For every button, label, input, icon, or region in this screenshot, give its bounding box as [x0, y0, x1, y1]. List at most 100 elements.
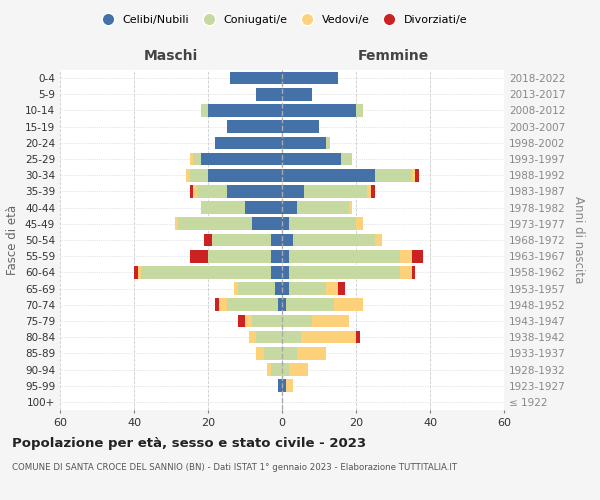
- Bar: [219, 298, 227, 311]
- Y-axis label: Anni di nascita: Anni di nascita: [572, 196, 585, 284]
- Bar: [282, 282, 289, 295]
- Bar: [256, 347, 263, 360]
- Bar: [190, 152, 193, 166]
- Bar: [200, 202, 245, 214]
- Bar: [197, 185, 227, 198]
- Bar: [267, 363, 271, 376]
- Bar: [415, 169, 419, 181]
- Bar: [371, 185, 374, 198]
- Bar: [193, 185, 197, 198]
- Bar: [190, 169, 208, 181]
- Bar: [282, 104, 356, 117]
- Bar: [282, 380, 286, 392]
- Bar: [190, 185, 193, 198]
- Bar: [238, 282, 275, 295]
- Bar: [193, 152, 200, 166]
- Bar: [289, 250, 400, 262]
- Bar: [349, 202, 352, 214]
- Bar: [412, 169, 415, 181]
- Y-axis label: Fasce di età: Fasce di età: [7, 205, 19, 275]
- Bar: [200, 152, 282, 166]
- Bar: [230, 72, 282, 85]
- Bar: [208, 250, 271, 262]
- Bar: [215, 136, 282, 149]
- Bar: [289, 218, 356, 230]
- Text: Femmine: Femmine: [358, 48, 428, 62]
- Bar: [212, 234, 271, 246]
- Bar: [256, 331, 282, 344]
- Bar: [275, 282, 282, 295]
- Bar: [293, 234, 374, 246]
- Bar: [271, 266, 282, 278]
- Bar: [271, 234, 282, 246]
- Legend: Celibi/Nubili, Coniugati/e, Vedovi/e, Divorziati/e: Celibi/Nubili, Coniugati/e, Vedovi/e, Di…: [92, 10, 472, 29]
- Bar: [253, 314, 282, 328]
- Bar: [134, 266, 138, 278]
- Bar: [286, 298, 334, 311]
- Bar: [245, 314, 253, 328]
- Bar: [263, 347, 282, 360]
- Bar: [337, 282, 345, 295]
- Bar: [190, 250, 208, 262]
- Bar: [200, 104, 208, 117]
- Bar: [400, 266, 412, 278]
- Bar: [208, 104, 282, 117]
- Bar: [249, 331, 256, 344]
- Bar: [271, 363, 282, 376]
- Bar: [245, 202, 282, 214]
- Bar: [256, 88, 282, 101]
- Bar: [282, 347, 297, 360]
- Bar: [227, 120, 282, 133]
- Bar: [367, 185, 371, 198]
- Bar: [227, 298, 278, 311]
- Bar: [282, 363, 289, 376]
- Bar: [326, 282, 337, 295]
- Bar: [282, 314, 311, 328]
- Bar: [301, 331, 356, 344]
- Text: Maschi: Maschi: [144, 48, 198, 62]
- Bar: [282, 218, 289, 230]
- Bar: [282, 202, 297, 214]
- Bar: [412, 250, 422, 262]
- Bar: [282, 331, 301, 344]
- Bar: [289, 363, 308, 376]
- Bar: [341, 152, 352, 166]
- Bar: [282, 185, 304, 198]
- Bar: [326, 136, 330, 149]
- Bar: [238, 314, 245, 328]
- Bar: [253, 218, 282, 230]
- Text: COMUNE DI SANTA CROCE DEL SANNIO (BN) - Dati ISTAT 1° gennaio 2023 - Elaborazion: COMUNE DI SANTA CROCE DEL SANNIO (BN) - …: [12, 462, 457, 471]
- Bar: [282, 136, 326, 149]
- Bar: [282, 250, 289, 262]
- Bar: [215, 298, 219, 311]
- Bar: [142, 266, 271, 278]
- Bar: [186, 169, 190, 181]
- Bar: [400, 250, 412, 262]
- Bar: [412, 266, 415, 278]
- Bar: [271, 250, 282, 262]
- Bar: [286, 380, 293, 392]
- Bar: [304, 185, 367, 198]
- Bar: [374, 234, 382, 246]
- Bar: [356, 218, 364, 230]
- Bar: [278, 298, 282, 311]
- Bar: [289, 266, 400, 278]
- Bar: [208, 169, 282, 181]
- Bar: [175, 218, 178, 230]
- Bar: [278, 380, 282, 392]
- Bar: [334, 298, 364, 311]
- Bar: [356, 331, 360, 344]
- Bar: [374, 169, 412, 181]
- Bar: [282, 266, 289, 278]
- Bar: [178, 218, 253, 230]
- Bar: [282, 298, 286, 311]
- Bar: [282, 88, 311, 101]
- Bar: [234, 282, 238, 295]
- Bar: [282, 234, 293, 246]
- Bar: [282, 72, 337, 85]
- Bar: [282, 152, 341, 166]
- Bar: [282, 120, 319, 133]
- Bar: [282, 169, 374, 181]
- Text: Popolazione per età, sesso e stato civile - 2023: Popolazione per età, sesso e stato civil…: [12, 438, 366, 450]
- Bar: [297, 202, 349, 214]
